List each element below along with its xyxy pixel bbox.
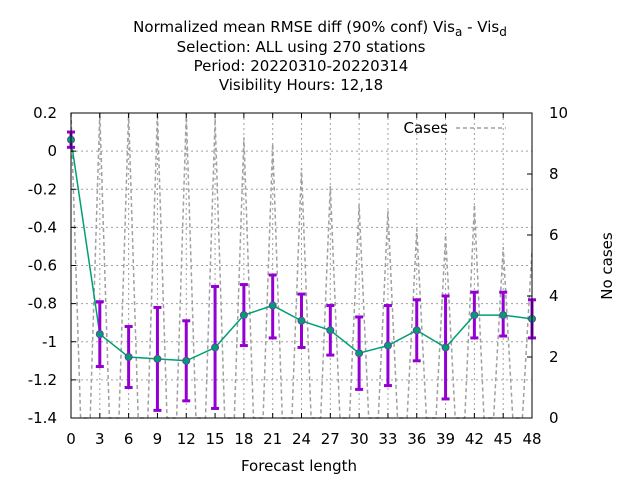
x-tick-label: 3 xyxy=(95,430,105,448)
x-axis-label: Forecast length xyxy=(241,457,357,475)
data-point xyxy=(239,311,248,320)
y-tick-label: -0.8 xyxy=(28,295,57,313)
x-tick-label: 42 xyxy=(465,430,484,448)
legend: Cases xyxy=(403,119,506,137)
data-point xyxy=(499,311,508,320)
chart-title-line-1: Normalized mean RMSE diff (90% conf) Vis… xyxy=(133,18,507,39)
x-tick-label: 30 xyxy=(350,430,369,448)
x-tick-label: 39 xyxy=(436,430,455,448)
y-tick-label: 0 xyxy=(47,142,57,160)
data-point xyxy=(326,326,335,335)
y2-tick-label: 8 xyxy=(549,165,559,183)
y2-tick-label: 6 xyxy=(549,226,559,244)
x-tick-label: 24 xyxy=(292,430,311,448)
axes: 0 3 6 9 12 15 18 21 24 27 30 33 36 39 42 45 480.20-0.2-0… xyxy=(28,104,568,448)
data-point xyxy=(124,353,133,361)
x-tick-label: 36 xyxy=(407,430,426,448)
y2-tick-label: 4 xyxy=(549,287,559,305)
data-point xyxy=(470,311,479,320)
y-tick-label: -0.4 xyxy=(28,218,57,236)
y-tick-label: 0.2 xyxy=(33,104,57,122)
y2-tick-label: 0 xyxy=(549,409,559,427)
data-point xyxy=(211,343,220,352)
data-point xyxy=(153,354,162,363)
y-tick-label: -0.2 xyxy=(28,180,57,198)
chart-title-line-2: Selection: ALL using 270 stations xyxy=(177,38,426,56)
y2-tick-label: 2 xyxy=(549,348,559,366)
y-tick-label: -1.4 xyxy=(28,409,57,427)
x-tick-label: 9 xyxy=(153,430,163,448)
data-point xyxy=(95,330,104,339)
data-point xyxy=(412,326,421,335)
x-tick-label: 48 xyxy=(522,430,541,448)
data-point xyxy=(268,301,277,310)
x-tick-label: 12 xyxy=(177,430,196,448)
x-tick-label: 45 xyxy=(494,430,513,448)
x-tick-label: 0 xyxy=(66,430,76,448)
y-tick-label: -0.6 xyxy=(28,257,57,275)
x-tick-label: 15 xyxy=(206,430,225,448)
grid xyxy=(71,113,532,418)
x-tick-label: 21 xyxy=(263,430,282,448)
y2-tick-label: 10 xyxy=(549,104,568,122)
data-point xyxy=(297,316,306,325)
chart-title-line-4: Visibility Hours: 12,18 xyxy=(219,76,383,94)
y-tick-label: -1.2 xyxy=(28,371,57,389)
chart-title-line-3: Period: 20220310-20220314 xyxy=(194,57,409,75)
x-tick-label: 33 xyxy=(378,430,397,448)
legend-label-cases: Cases xyxy=(403,119,448,137)
data-point xyxy=(182,356,191,365)
data-point xyxy=(383,341,392,350)
y2-axis-label: No cases xyxy=(598,232,616,300)
data-point xyxy=(441,343,450,352)
x-tick-label: 27 xyxy=(321,430,340,448)
y-tick-label: -1 xyxy=(42,333,57,351)
x-tick-label: 18 xyxy=(234,430,253,448)
data-point xyxy=(355,349,364,358)
x-tick-label: 6 xyxy=(124,430,134,448)
